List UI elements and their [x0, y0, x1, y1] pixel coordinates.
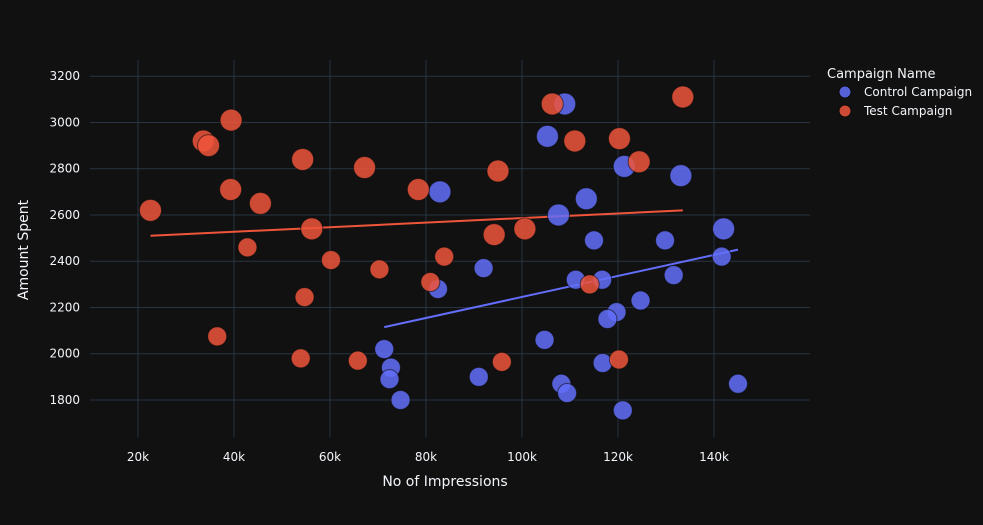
test-campaign-point[interactable] — [320, 250, 341, 271]
test-campaign-point[interactable] — [207, 326, 228, 347]
test-campaign-point[interactable] — [138, 198, 162, 222]
test-campaign-point[interactable] — [353, 156, 377, 180]
control-campaign-point[interactable] — [655, 230, 676, 251]
control-campaign-point[interactable] — [711, 246, 732, 267]
test-campaign-point[interactable] — [294, 287, 315, 308]
control-campaign-point[interactable] — [612, 400, 633, 421]
test-campaign-point[interactable] — [486, 159, 510, 183]
control-campaign-point[interactable] — [557, 383, 578, 404]
test-campaign-point[interactable] — [434, 246, 455, 267]
test-campaign-point[interactable] — [513, 217, 537, 241]
test-campaign-point[interactable] — [671, 85, 695, 109]
control-campaign-point[interactable] — [534, 329, 555, 350]
y-tick-label: 2200 — [49, 300, 80, 314]
trendlines — [150, 209, 739, 329]
control-campaign-point[interactable] — [728, 373, 748, 394]
test-campaign-point[interactable] — [300, 217, 324, 241]
test-campaign-trendline — [150, 209, 683, 237]
control-campaign-point[interactable] — [597, 309, 618, 330]
legend-item-control-campaign[interactable]: Control Campaign — [838, 85, 972, 99]
legend[interactable]: Campaign Name Control Campaign Test Campa… — [827, 67, 972, 118]
control-campaign-point[interactable] — [592, 352, 613, 373]
x-tick-label: 120k — [603, 450, 633, 464]
x-tick-label: 60k — [319, 450, 341, 464]
legend-title: Campaign Name — [827, 67, 936, 82]
control-campaign-point[interactable] — [574, 187, 598, 211]
y-tick-label: 3000 — [49, 115, 80, 129]
test-campaign-point[interactable] — [579, 274, 600, 295]
test-campaign-point[interactable] — [491, 351, 512, 372]
legend-item-test-campaign[interactable]: Test Campaign — [838, 104, 952, 118]
x-tick-label: 100k — [507, 450, 537, 464]
test-campaign-point[interactable] — [406, 178, 430, 202]
control-campaign-point[interactable] — [428, 180, 452, 204]
control-campaign-point[interactable] — [374, 339, 395, 360]
control-campaign-point[interactable] — [535, 124, 559, 148]
control-campaign-trendline — [384, 248, 739, 329]
x-axis-title: No of Impressions — [382, 474, 507, 490]
control-campaign-point[interactable] — [712, 217, 736, 241]
test-campaign-point[interactable] — [540, 92, 564, 116]
test-campaign-point[interactable] — [290, 348, 311, 369]
test-campaign-point[interactable] — [607, 127, 631, 151]
legend-label: Test Campaign — [863, 104, 952, 118]
control-campaign-point[interactable] — [379, 369, 400, 390]
x-tick-label: 80k — [415, 450, 437, 464]
x-tick-label: 40k — [223, 450, 245, 464]
test-campaign-point[interactable] — [482, 223, 506, 247]
test-campaign-point[interactable] — [369, 259, 390, 280]
test-campaign-point[interactable] — [291, 147, 315, 171]
legend-marker — [838, 104, 852, 118]
control-campaign-point[interactable] — [630, 290, 651, 311]
y-tick-label: 3200 — [49, 69, 80, 83]
y-tick-label: 1800 — [49, 393, 80, 407]
control-campaign-point[interactable] — [584, 230, 604, 251]
legend-label: Control Campaign — [864, 85, 972, 99]
control-campaign-point[interactable] — [390, 389, 411, 410]
x-axis-ticks: 20k 40k 60k 80k 100k 120k 140k — [127, 450, 729, 464]
test-campaign-point[interactable] — [219, 178, 243, 202]
x-tick-label: 20k — [127, 450, 149, 464]
test-campaign-point[interactable] — [237, 237, 258, 258]
test-campaign-point[interactable] — [420, 272, 441, 293]
control-campaign-point[interactable] — [546, 203, 570, 227]
y-tick-label: 2400 — [49, 254, 80, 268]
test-campaign-point[interactable] — [248, 191, 272, 215]
y-tick-label: 2000 — [49, 347, 80, 361]
test-campaign-point[interactable] — [627, 150, 651, 174]
test-campaign-point[interactable] — [347, 350, 368, 371]
test-campaign-point[interactable] — [219, 108, 243, 132]
legend-marker — [838, 85, 852, 99]
y-axis-title: Amount Spent — [16, 199, 32, 300]
y-axis-ticks: 1800 2000 2200 2400 2600 2800 3000 3200 — [49, 69, 80, 407]
control-campaign-point[interactable] — [468, 366, 489, 387]
control-campaign-point[interactable] — [663, 265, 684, 286]
test-campaign-point[interactable] — [197, 134, 221, 158]
test-campaign-point[interactable] — [608, 349, 629, 370]
test-campaign-point[interactable] — [563, 129, 587, 153]
control-campaign-point[interactable] — [669, 164, 693, 188]
control-campaign-point[interactable] — [473, 258, 494, 279]
data-points — [138, 85, 748, 421]
y-tick-label: 2800 — [49, 162, 80, 176]
x-tick-label: 140k — [699, 450, 729, 464]
y-tick-label: 2600 — [49, 208, 80, 222]
